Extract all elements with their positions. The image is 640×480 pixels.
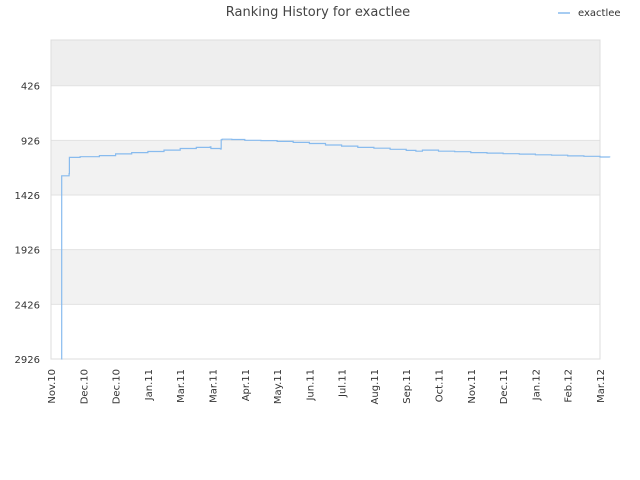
x-tick-label: Dec.11 (499, 369, 510, 404)
background-bands (51, 40, 600, 359)
x-tick-label: Jul.11 (338, 369, 349, 398)
band-0 (51, 40, 600, 86)
x-tick-label: Jan.12 (531, 369, 542, 401)
series-line-exactlee (61, 138, 611, 360)
x-tick-label: Mar.11 (176, 369, 187, 403)
band-5 (51, 304, 600, 359)
x-tick-label: Mar.11 (208, 369, 219, 403)
x-tick-label: Dec.10 (112, 369, 123, 404)
y-tick-label: 1426 (15, 191, 40, 202)
chart-title: Ranking History for exactlee (226, 5, 410, 20)
x-tick-label: Jan.11 (144, 369, 155, 401)
plot-border (50, 39, 601, 360)
x-tick-label: Feb.12 (564, 369, 575, 403)
x-tick-label: May.11 (273, 369, 284, 404)
legend-label-exactlee: exactlee (578, 8, 621, 19)
x-tick-label: Sep.11 (402, 369, 413, 404)
legend: exactlee (558, 8, 621, 19)
x-tick-label: Mar.12 (596, 369, 607, 403)
x-tick-label: Dec.10 (79, 369, 90, 404)
x-tick-label: Oct.11 (435, 369, 446, 402)
y-tick-label: 1926 (15, 246, 40, 257)
x-tick-label: Aug.11 (370, 369, 381, 404)
band-2 (51, 140, 600, 196)
series-lines (61, 138, 611, 360)
x-tick-label: Nov.11 (467, 369, 478, 404)
y-tick-label: 2426 (15, 300, 40, 311)
band-3 (51, 195, 600, 250)
y-tick-label: 926 (21, 136, 40, 147)
x-axis-ticks: Nov.10 Dec.10 Dec.10 Jan.11 Mar.11 Mar.11 Apr.… (47, 369, 607, 404)
x-tick-label: Jun.11 (305, 369, 316, 402)
y-tick-label: 2926 (15, 355, 40, 366)
x-tick-label: Apr.11 (241, 369, 252, 401)
x-tick-label: Nov.10 (47, 369, 58, 404)
y-axis-ticks: 426 926 1426 1926 2426 2926 (15, 82, 40, 366)
band-1 (51, 85, 600, 141)
y-tick-label: 426 (21, 82, 40, 93)
band-4 (51, 249, 600, 305)
